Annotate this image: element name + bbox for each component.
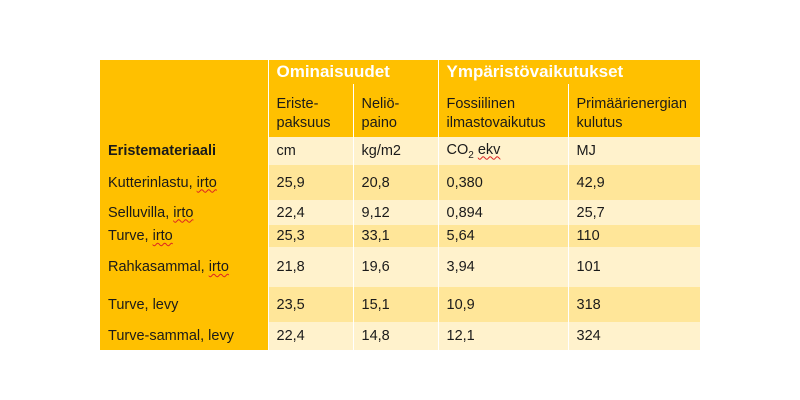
table-cell: 101 — [567, 247, 701, 287]
insulation-table: Ominaisuudet Ympäristövaikutukset Eriste… — [100, 60, 701, 350]
table-cell: 110 — [567, 225, 701, 247]
column-header-primary-energy: Primäärienergian kulutus — [567, 84, 701, 137]
unit-row: Eristemateriaali cm kg/m2 CO2 ekv MJ — [100, 137, 701, 165]
table-cell: 25,3 — [267, 225, 353, 247]
table-cell: 3,94 — [437, 247, 569, 287]
table-row: Turve, irto 25,3 33,1 5,64 110 — [100, 225, 701, 247]
table-cell: 0,380 — [437, 165, 569, 200]
row-label: Kutterinlastu, irto — [100, 165, 268, 200]
row-label: Selluvilla, irto — [100, 200, 268, 225]
corner-cell — [100, 84, 268, 137]
unit-cell: kg/m2 — [352, 137, 439, 165]
corner-cell — [100, 60, 268, 84]
column-header-area-weight: Neliö-paino — [352, 84, 439, 137]
column-header-climate-impact: Fossiilinen ilmastovaikutus — [437, 84, 569, 137]
table-cell: 20,8 — [352, 165, 439, 200]
table-cell: 25,7 — [567, 200, 701, 225]
unit-cell: cm — [267, 137, 353, 165]
row-header-label: Eristemateriaali — [100, 137, 268, 165]
table-cell: 5,64 — [437, 225, 569, 247]
row-label: Rahkasammal, irto — [100, 247, 268, 287]
table-cell: 25,9 — [267, 165, 353, 200]
row-label: Turve, levy — [100, 287, 268, 322]
table-cell: 19,6 — [352, 247, 439, 287]
table-row: Turve-sammal, levy 22,4 14,8 12,1 324 — [100, 322, 701, 350]
table-cell: 22,4 — [267, 200, 353, 225]
table-row: Turve, levy 23,5 15,1 10,9 318 — [100, 287, 701, 322]
column-header-row: Eriste-paksuus Neliö-paino Fossiilinen il… — [100, 84, 701, 137]
table-row: Kutterinlastu, irto 25,9 20,8 0,380 42,9 — [100, 165, 701, 200]
group-header-properties: Ominaisuudet — [267, 60, 439, 84]
unit-cell: CO2 ekv — [437, 137, 569, 165]
table-cell: 9,12 — [352, 200, 439, 225]
group-header-row: Ominaisuudet Ympäristövaikutukset — [100, 60, 701, 84]
table-cell: 23,5 — [267, 287, 353, 322]
table-cell: 15,1 — [352, 287, 439, 322]
column-header-thickness: Eriste-paksuus — [267, 84, 353, 137]
row-label: Turve, irto — [100, 225, 268, 247]
table-cell: 318 — [567, 287, 701, 322]
table-cell: 22,4 — [267, 322, 353, 350]
unit-cell: MJ — [567, 137, 701, 165]
table-row: Selluvilla, irto 22,4 9,12 0,894 25,7 — [100, 200, 701, 225]
table-cell: 12,1 — [437, 322, 569, 350]
table-cell: 0,894 — [437, 200, 569, 225]
table-cell: 21,8 — [267, 247, 353, 287]
row-label: Turve-sammal, levy — [100, 322, 268, 350]
table-cell: 42,9 — [567, 165, 701, 200]
table-cell: 10,9 — [437, 287, 569, 322]
table-cell: 14,8 — [352, 322, 439, 350]
table-cell: 33,1 — [352, 225, 439, 247]
table-cell: 324 — [567, 322, 701, 350]
table-row: Rahkasammal, irto 21,8 19,6 3,94 101 — [100, 247, 701, 287]
group-header-environment: Ympäristövaikutukset — [437, 60, 701, 84]
